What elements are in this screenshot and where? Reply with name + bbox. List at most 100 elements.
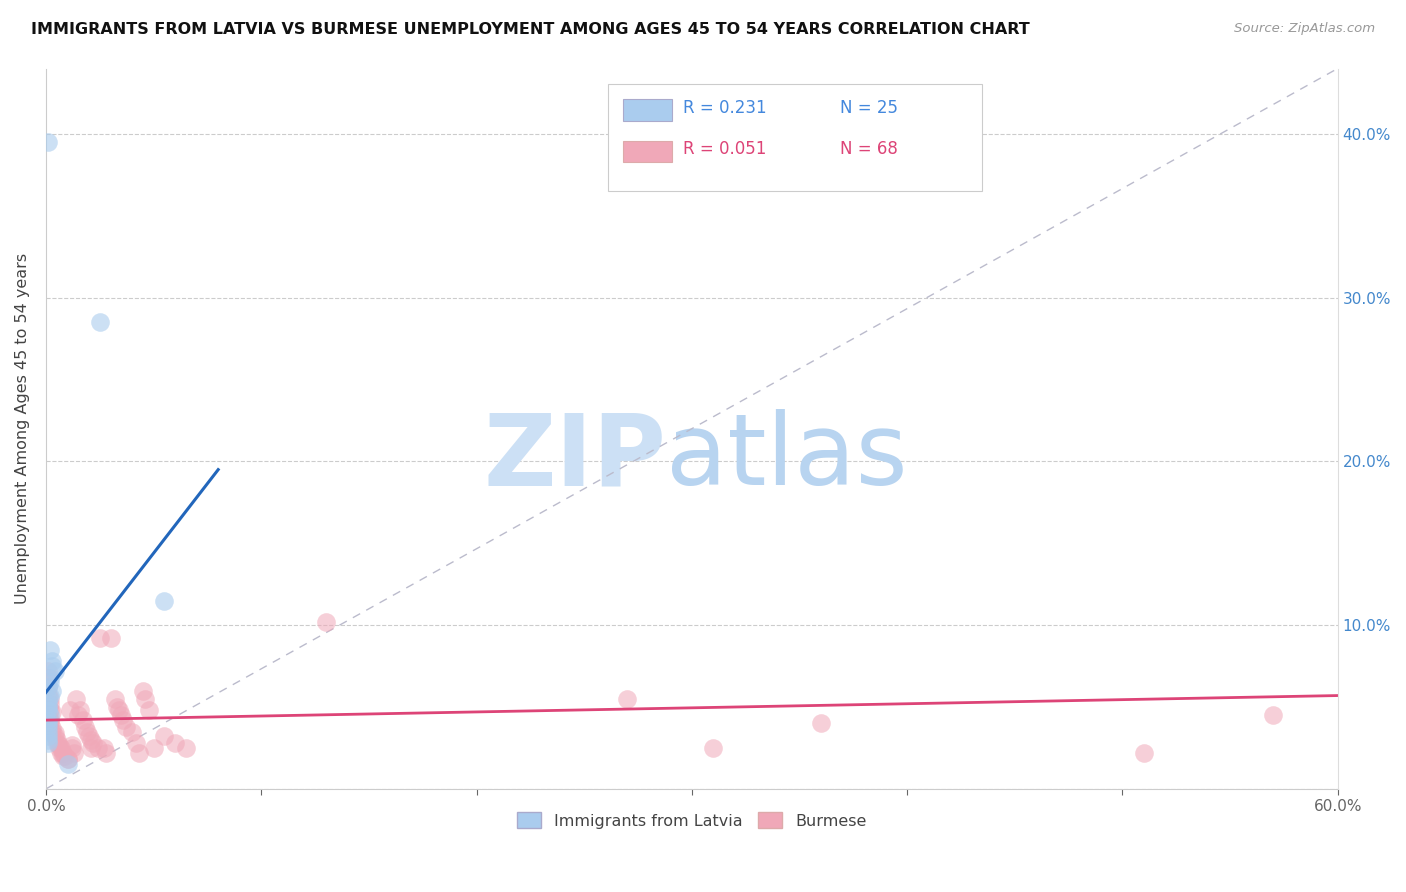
Point bbox=[37, 691, 59, 706]
Point bbox=[138, 703, 160, 717]
Point bbox=[37, 135, 59, 149]
Point bbox=[60, 738, 83, 752]
Point bbox=[44, 664, 66, 678]
Point bbox=[48, 741, 70, 756]
Point bbox=[37, 730, 59, 744]
Legend: Immigrants from Latvia, Burmese: Immigrants from Latvia, Burmese bbox=[510, 805, 873, 835]
Point bbox=[616, 691, 638, 706]
Point bbox=[134, 691, 156, 706]
Point bbox=[80, 732, 103, 747]
Point bbox=[132, 683, 155, 698]
Point bbox=[39, 642, 62, 657]
Point bbox=[39, 689, 62, 703]
Point bbox=[60, 741, 83, 756]
Point bbox=[76, 724, 98, 739]
Point bbox=[37, 697, 59, 711]
Point bbox=[44, 730, 66, 744]
Point bbox=[41, 654, 63, 668]
Point bbox=[39, 708, 62, 723]
Point bbox=[37, 700, 59, 714]
Point bbox=[104, 691, 127, 706]
Point bbox=[82, 736, 104, 750]
Point bbox=[67, 708, 90, 723]
Point bbox=[56, 752, 79, 766]
Point bbox=[39, 697, 62, 711]
Point bbox=[41, 724, 63, 739]
Point bbox=[110, 708, 132, 723]
FancyBboxPatch shape bbox=[607, 85, 983, 191]
Point bbox=[48, 738, 70, 752]
Y-axis label: Unemployment Among Ages 45 to 54 years: Unemployment Among Ages 45 to 54 years bbox=[15, 253, 30, 604]
Point bbox=[56, 752, 79, 766]
FancyBboxPatch shape bbox=[623, 141, 672, 162]
Point bbox=[37, 671, 59, 685]
Text: ZIP: ZIP bbox=[484, 409, 666, 506]
Point bbox=[44, 726, 66, 740]
Point bbox=[125, 736, 148, 750]
Point bbox=[45, 732, 67, 747]
Point bbox=[142, 741, 165, 756]
Point bbox=[810, 716, 832, 731]
Point bbox=[41, 721, 63, 735]
Point bbox=[39, 671, 62, 685]
Point bbox=[37, 732, 59, 747]
Point bbox=[174, 741, 197, 756]
Point bbox=[86, 741, 108, 756]
Point bbox=[153, 730, 176, 744]
Point bbox=[80, 741, 103, 756]
Point bbox=[1261, 708, 1284, 723]
Point bbox=[128, 746, 150, 760]
Point bbox=[41, 683, 63, 698]
Point bbox=[39, 716, 62, 731]
Point bbox=[49, 741, 72, 756]
Point bbox=[315, 615, 337, 629]
Point bbox=[121, 724, 143, 739]
Point bbox=[153, 593, 176, 607]
Point bbox=[77, 730, 100, 744]
Point bbox=[105, 700, 128, 714]
Point bbox=[52, 746, 75, 760]
Point bbox=[89, 632, 111, 646]
Point bbox=[702, 741, 724, 756]
Point bbox=[37, 724, 59, 739]
Point bbox=[41, 705, 63, 719]
Point bbox=[41, 659, 63, 673]
Point bbox=[37, 736, 59, 750]
Point bbox=[114, 720, 136, 734]
Point bbox=[37, 703, 59, 717]
Point bbox=[1133, 746, 1156, 760]
Point bbox=[65, 691, 87, 706]
Point bbox=[37, 681, 59, 695]
Text: N = 25: N = 25 bbox=[841, 99, 898, 117]
Point bbox=[89, 315, 111, 329]
Point bbox=[56, 757, 79, 772]
Text: N = 68: N = 68 bbox=[841, 140, 898, 158]
Point bbox=[108, 703, 131, 717]
Point bbox=[39, 675, 62, 690]
Point bbox=[112, 713, 135, 727]
Point bbox=[59, 703, 82, 717]
FancyBboxPatch shape bbox=[623, 100, 672, 121]
Text: IMMIGRANTS FROM LATVIA VS BURMESE UNEMPLOYMENT AMONG AGES 45 TO 54 YEARS CORRELA: IMMIGRANTS FROM LATVIA VS BURMESE UNEMPL… bbox=[31, 22, 1029, 37]
Point bbox=[63, 746, 86, 760]
Point bbox=[53, 749, 76, 764]
Text: atlas: atlas bbox=[666, 409, 908, 506]
Point bbox=[37, 713, 59, 727]
Point bbox=[49, 746, 72, 760]
Point bbox=[96, 746, 118, 760]
Point bbox=[39, 703, 62, 717]
Point bbox=[37, 720, 59, 734]
Point bbox=[165, 736, 187, 750]
Point bbox=[72, 713, 94, 727]
Point bbox=[100, 632, 122, 646]
Point bbox=[69, 703, 91, 717]
Point bbox=[45, 736, 67, 750]
Point bbox=[37, 708, 59, 723]
Point bbox=[37, 716, 59, 731]
Point bbox=[37, 681, 59, 695]
Text: R = 0.051: R = 0.051 bbox=[683, 140, 766, 158]
Point bbox=[37, 687, 59, 701]
Text: Source: ZipAtlas.com: Source: ZipAtlas.com bbox=[1234, 22, 1375, 36]
Point bbox=[39, 713, 62, 727]
Point bbox=[39, 691, 62, 706]
